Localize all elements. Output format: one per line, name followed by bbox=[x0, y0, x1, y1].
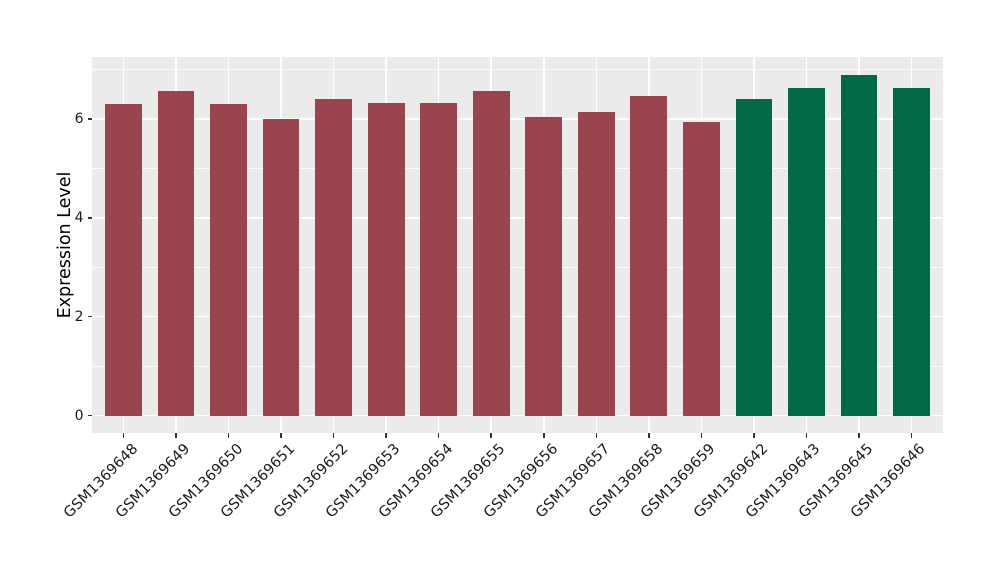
x-tick-GSM1369642 bbox=[753, 433, 755, 438]
gridline-major-y0 bbox=[92, 414, 943, 417]
bar-GSM1369658 bbox=[630, 95, 668, 416]
bar-GSM1369656 bbox=[525, 116, 563, 416]
bar-GSM1369659 bbox=[682, 121, 720, 416]
x-tick-GSM1369654 bbox=[437, 433, 440, 438]
x-tick-GSM1369648 bbox=[122, 433, 125, 438]
bar-GSM1369653 bbox=[367, 103, 405, 416]
gridline-minor-y3 bbox=[92, 266, 943, 268]
bar-GSM1369642 bbox=[735, 98, 773, 416]
y-tick-2 bbox=[87, 315, 92, 318]
x-tick-GSM1369659 bbox=[700, 433, 703, 438]
bar-GSM1369655 bbox=[472, 90, 510, 416]
x-tick-GSM1369655 bbox=[490, 433, 492, 438]
bar-GSM1369646 bbox=[893, 88, 930, 416]
bar-GSM1369654 bbox=[420, 102, 458, 416]
x-tick-GSM1369645 bbox=[858, 433, 860, 438]
bar-GSM1369652 bbox=[315, 98, 353, 416]
x-tick-GSM1369652 bbox=[332, 433, 335, 438]
bar-GSM1369650 bbox=[210, 103, 247, 416]
x-tick-GSM1369643 bbox=[805, 433, 808, 438]
gridline-major-y6 bbox=[92, 118, 943, 120]
y-tick-4 bbox=[87, 217, 92, 219]
x-tick-GSM1369649 bbox=[175, 433, 177, 438]
bar-GSM1369643 bbox=[788, 88, 825, 416]
x-tick-GSM1369656 bbox=[543, 433, 545, 438]
gridline-minor-y5 bbox=[92, 167, 943, 169]
x-tick-GSM1369658 bbox=[648, 433, 650, 438]
x-tick-GSM1369646 bbox=[910, 433, 913, 438]
gridline-minor-y7 bbox=[92, 68, 943, 70]
y-tick-label-0: 0 bbox=[74, 407, 84, 424]
bar-GSM1369645 bbox=[840, 74, 878, 416]
x-tick-GSM1369657 bbox=[595, 433, 598, 438]
x-tick-GSM1369653 bbox=[385, 433, 387, 438]
gridline-minor-y1 bbox=[92, 365, 943, 367]
y-tick-0 bbox=[87, 414, 92, 417]
gridline-major-y2 bbox=[92, 315, 943, 318]
y-tick-label-2: 2 bbox=[74, 308, 84, 325]
y-tick-6 bbox=[87, 118, 92, 120]
bar-GSM1369657 bbox=[577, 111, 615, 416]
plot-panel bbox=[92, 57, 943, 433]
gridline-major-y4 bbox=[92, 217, 943, 219]
bar-GSM1369648 bbox=[105, 104, 142, 416]
y-tick-label-6: 6 bbox=[74, 110, 84, 127]
bar-GSM1369651 bbox=[262, 118, 300, 416]
x-tick-GSM1369650 bbox=[227, 433, 230, 438]
bar-GSM1369649 bbox=[157, 90, 195, 416]
y-tick-label-4: 4 bbox=[74, 209, 84, 226]
x-tick-GSM1369651 bbox=[280, 433, 282, 438]
y-axis-title: Expression Level bbox=[55, 171, 75, 319]
